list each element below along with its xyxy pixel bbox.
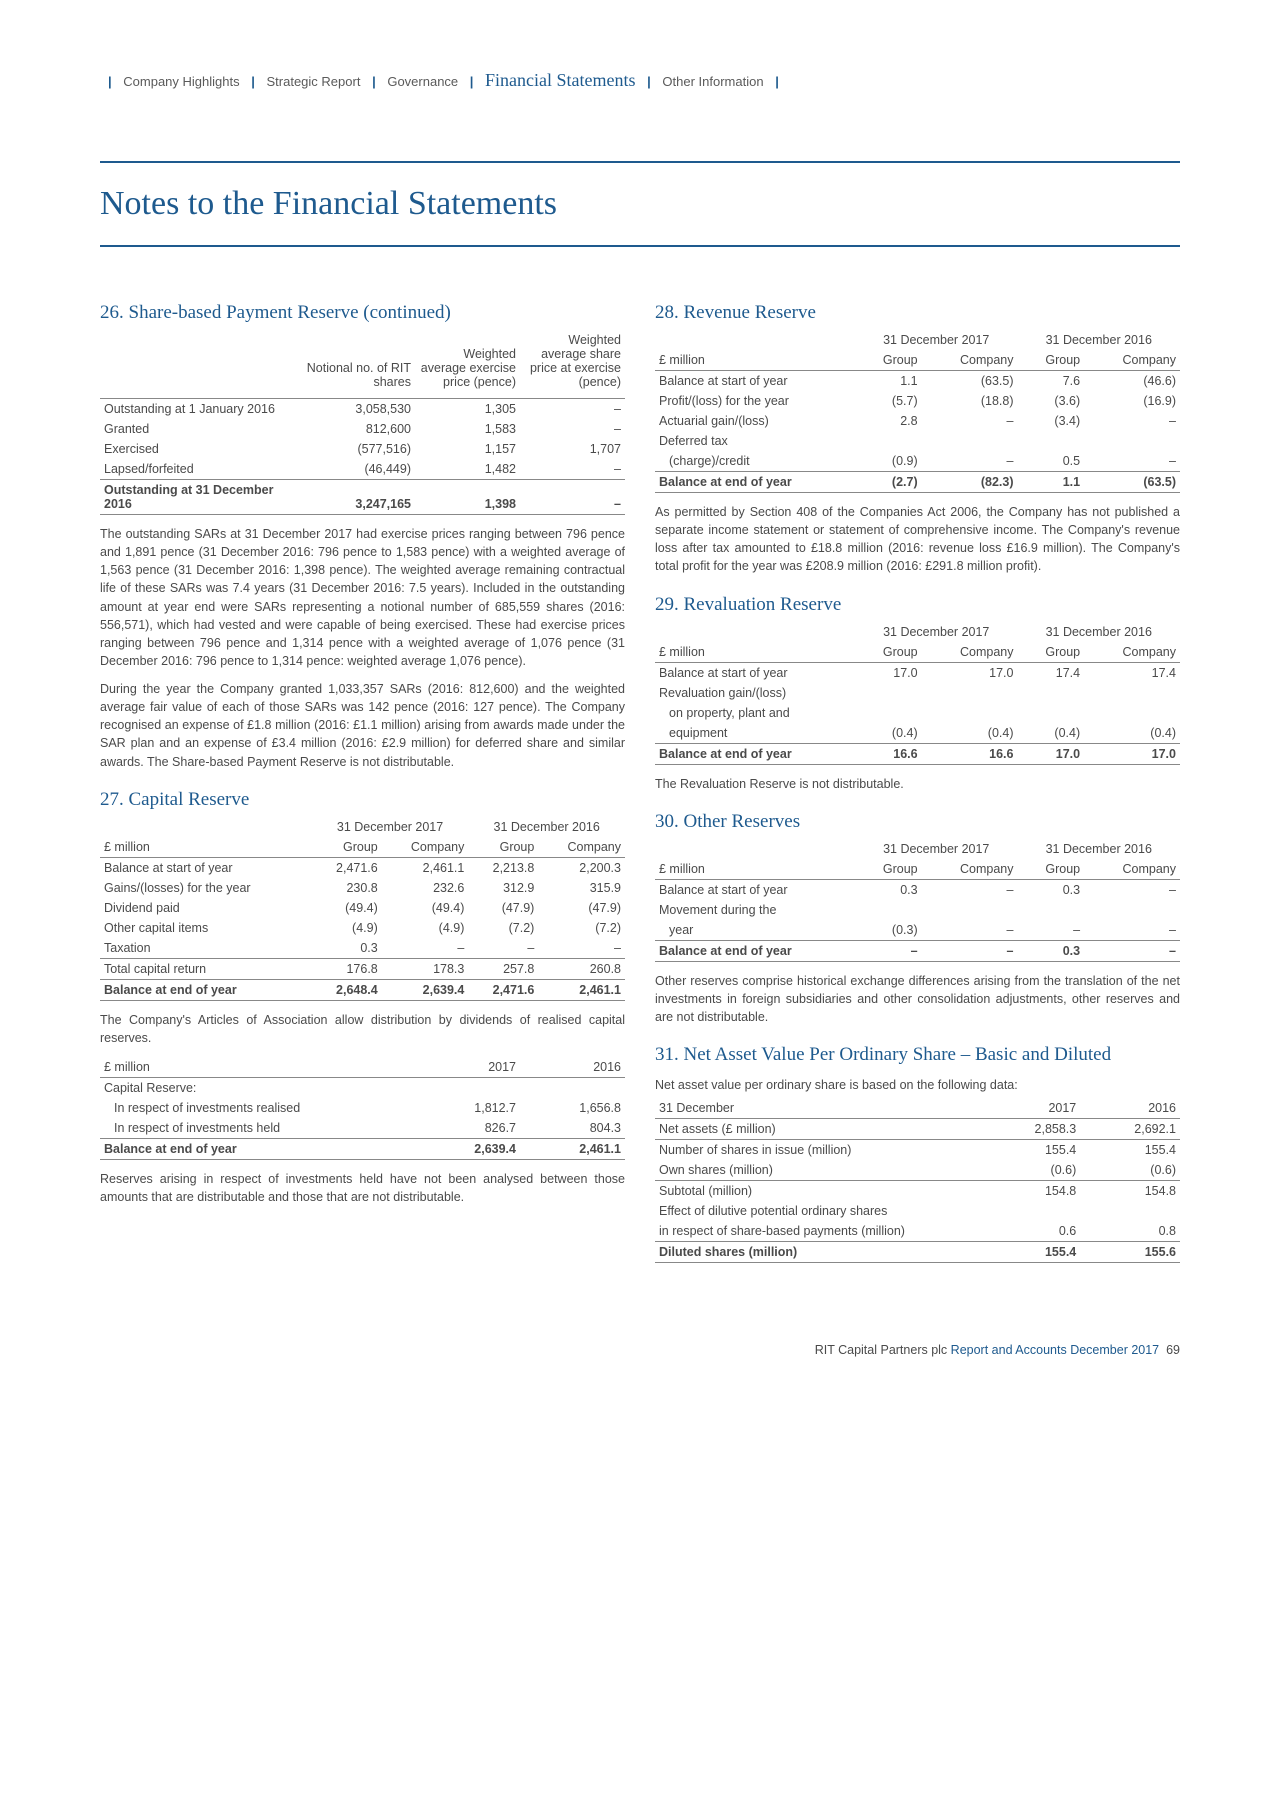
table-27a: 31 December 201731 December 2016 £ milli… [100,817,625,1001]
section-29-para: The Revaluation Reserve is not distribut… [655,775,1180,793]
breadcrumb-item: Strategic Report [267,74,361,89]
breadcrumb-sep: | [251,74,255,89]
table-27b: £ million 2017 2016 Capital Reserve: In … [100,1057,625,1160]
breadcrumb-item: Governance [387,74,458,89]
page-footer: RIT Capital Partners plc Report and Acco… [100,1343,1180,1357]
footer-page: 69 [1166,1343,1180,1357]
breadcrumb-item: Other Information [662,74,763,89]
section-26-para1: The outstanding SARs at 31 December 2017… [100,525,625,670]
section-30-title: 30. Other Reserves [655,811,1180,833]
section-27-para2: Reserves arising in respect of investmen… [100,1170,625,1206]
section-26-title: 26. Share-based Payment Reserve (continu… [100,302,625,324]
th: Weighted average share price at exercise… [530,333,621,389]
breadcrumb-sep: | [372,74,376,89]
table-31: 31 December 2017 2016 Net assets (£ mill… [655,1098,1180,1263]
breadcrumb-current: Financial Statements [485,70,635,90]
table-26: Notional no. of RIT shares Weighted aver… [100,330,625,515]
section-26-para2: During the year the Company granted 1,03… [100,680,625,771]
th: Notional no. of RIT shares [307,361,411,389]
section-29-title: 29. Revaluation Reserve [655,594,1180,616]
table-30: 31 December 201731 December 2016 £ milli… [655,839,1180,962]
section-28-para: As permitted by Section 408 of the Compa… [655,503,1180,576]
right-column: 28. Revenue Reserve 31 December 201731 D… [655,302,1180,1263]
section-28-title: 28. Revenue Reserve [655,302,1180,324]
breadcrumb-sep: | [470,74,474,89]
section-27-title: 27. Capital Reserve [100,789,625,811]
footer-report: Report and Accounts December 2017 [951,1343,1159,1357]
left-column: 26. Share-based Payment Reserve (continu… [100,302,625,1263]
breadcrumb-sep: | [108,74,112,89]
footer-company: RIT Capital Partners plc [815,1343,947,1357]
section-30-para: Other reserves comprise historical excha… [655,972,1180,1026]
section-31-intro: Net asset value per ordinary share is ba… [655,1076,1180,1094]
breadcrumb-item: Company Highlights [123,74,239,89]
breadcrumb-sep: | [775,74,779,89]
breadcrumb: | Company Highlights | Strategic Report … [100,70,1180,91]
page-title: Notes to the Financial Statements [100,161,1180,247]
section-31-title: 31. Net Asset Value Per Ordinary Share –… [655,1044,1180,1066]
breadcrumb-sep: | [647,74,651,89]
table-28: 31 December 201731 December 2016 £ milli… [655,330,1180,493]
th: Weighted average exercise price (pence) [421,347,516,389]
table-29: 31 December 201731 December 2016 £ milli… [655,622,1180,765]
section-27-para1: The Company's Articles of Association al… [100,1011,625,1047]
